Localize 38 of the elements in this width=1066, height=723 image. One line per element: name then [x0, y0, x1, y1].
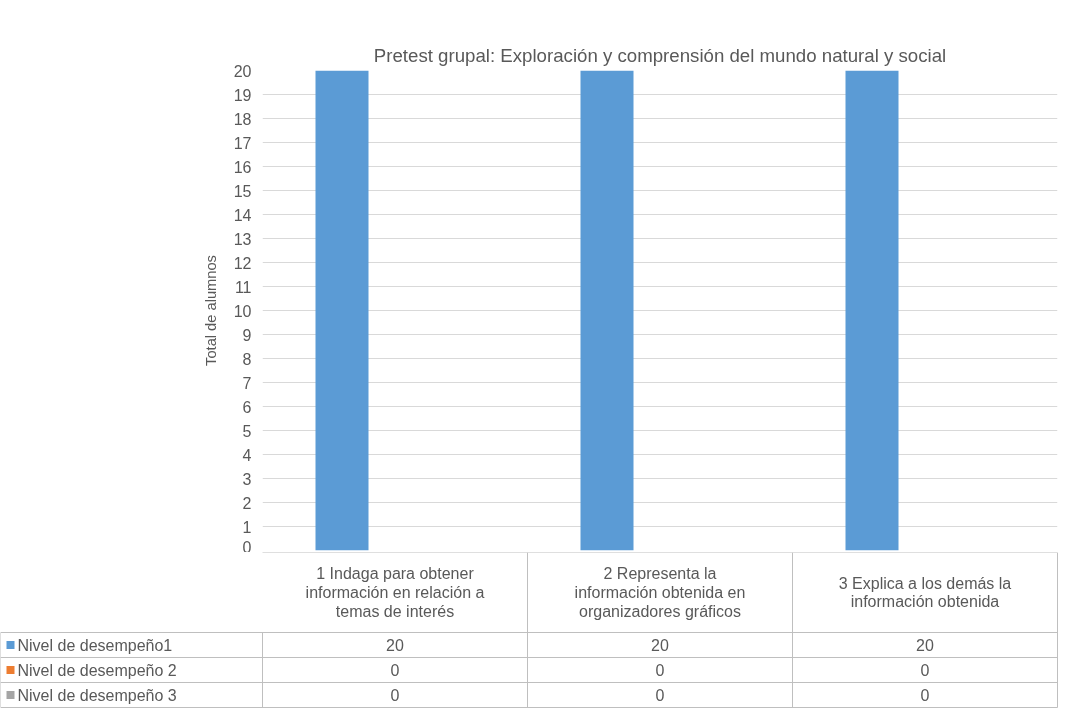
data-label: 20: [916, 637, 934, 654]
data-label: 0: [390, 662, 400, 679]
y-tick-label: 18: [233, 110, 252, 128]
y-tick-label: 11: [234, 278, 252, 296]
x-tick-label: 1 Indaga para obtener información en relación a temas de interés: [305, 565, 485, 620]
y-tick-label: 20: [233, 62, 252, 80]
y-tick-label: 0: [242, 538, 252, 556]
y-tick-label: 14: [233, 206, 252, 224]
x-tick-label: 3 Explica a los demás la información obtenida: [838, 574, 1012, 611]
y-tick-label: 10: [233, 302, 252, 320]
y-tick-label: 7: [242, 374, 252, 392]
y-tick-label: 8: [242, 350, 252, 368]
y-tick-label: 13: [233, 230, 252, 248]
y-axis-title: Total de alumnos: [202, 255, 219, 366]
y-tick-label: 16: [233, 158, 252, 176]
data-label: 0: [920, 687, 930, 704]
y-tick-label: 5: [242, 422, 252, 440]
data-label: 0: [655, 662, 665, 679]
y-tick-label: 12: [233, 254, 252, 272]
y-tick-label: 17: [233, 134, 252, 152]
legend-label: Nivel de desempeño 3: [17, 686, 177, 704]
x-tick-label: 2 Representa la información obtenida en organizadores gráficos: [574, 565, 746, 620]
legend-label: Nivel de desempeño1: [17, 636, 173, 654]
y-tick-label: 9: [242, 326, 252, 344]
data-label: 0: [390, 687, 400, 704]
data-label: 20: [386, 637, 404, 654]
y-tick-label: 3: [242, 470, 252, 488]
y-tick-label: 1: [242, 518, 252, 536]
chart-title: Pretest grupal: Exploración y comprensión del mundo natural y social: [373, 44, 947, 66]
y-tick-label: 4: [242, 446, 252, 464]
data-label: 0: [655, 687, 665, 704]
data-label: 20: [651, 637, 669, 654]
y-tick-label: 15: [233, 182, 252, 200]
y-tick-label: 19: [233, 86, 252, 104]
legend-label: Nivel de desempeño 2: [17, 661, 177, 679]
data-label: 0: [920, 662, 930, 679]
y-tick-label: 2: [242, 494, 252, 512]
y-tick-label: 6: [242, 398, 252, 416]
